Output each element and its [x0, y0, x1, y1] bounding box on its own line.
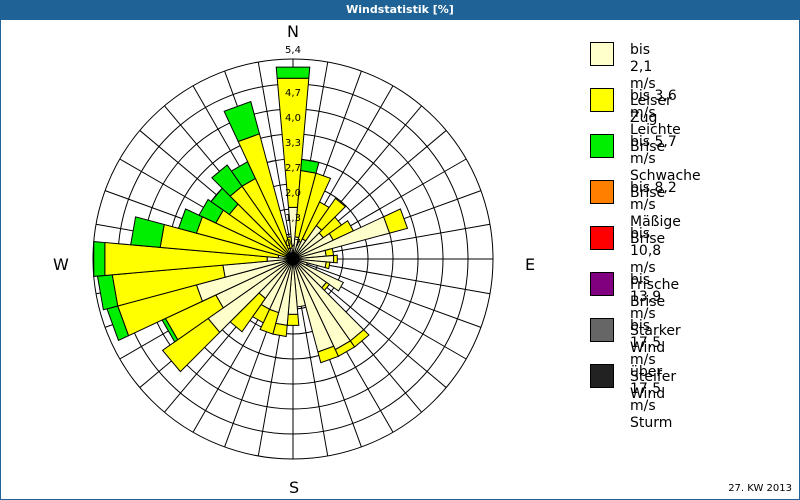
legend-label: Sturm: [630, 415, 673, 431]
ring-label: 3,3: [285, 138, 301, 149]
petal-segment: [317, 345, 340, 364]
legend-label: Steifer Wind: [630, 369, 677, 402]
petal-segment: [223, 100, 261, 143]
ring-label: 4,0: [285, 113, 301, 124]
petal-segment: [211, 164, 243, 197]
legend-label: Leiser Zug: [630, 93, 672, 126]
chart-title: Windstatistik [%]: [0, 0, 800, 20]
legend-swatch: [590, 272, 614, 296]
ring-label: 0,7: [285, 238, 301, 249]
legend-swatch: [590, 134, 614, 158]
legend-range: über 17,5 m/s: [630, 364, 663, 414]
legend-swatch: [590, 226, 614, 250]
legend-label: Schwache Brise: [630, 168, 701, 201]
legend-range: bis 17,5 m/s: [630, 318, 662, 368]
legend-swatch: [590, 42, 614, 66]
compass-south-label: S: [289, 478, 300, 497]
petal-segment: [286, 236, 293, 249]
legend-range: bis 5,7 m/s: [630, 134, 677, 167]
legend-range: bis 10,8 m/s: [630, 226, 662, 276]
legend-swatch: [590, 180, 614, 204]
petal-segment: [259, 308, 280, 335]
legend-swatch: [590, 364, 614, 388]
ring-label: 2,7: [285, 163, 301, 174]
legend-range: bis 13,9 m/s: [630, 272, 662, 322]
ring-label: 4,7: [285, 88, 301, 99]
period-label: 27. KW 2013: [728, 483, 792, 494]
legend-range: bis 2,1 m/s: [630, 42, 656, 92]
legend-range: bis 3,6 m/s: [630, 88, 677, 121]
petal-segment: [324, 261, 331, 270]
petal-segment: [130, 216, 165, 248]
petal-segment: [333, 254, 338, 264]
compass-east-label: E: [525, 255, 536, 274]
compass-north-label: N: [287, 22, 299, 41]
petal-segment: [275, 66, 311, 79]
legend-swatch: [590, 88, 614, 112]
petal-segment: [315, 197, 347, 231]
petal-segment: [286, 313, 300, 326]
legend-label: Starker Wind: [630, 323, 681, 356]
petal-segment: [383, 208, 409, 234]
legend-label: Leichte Brise: [630, 122, 681, 155]
petal-segment: [161, 317, 221, 373]
legend-label: Frische Brise: [630, 277, 680, 310]
petal-segment: [177, 208, 203, 234]
ring-label: 2,0: [285, 188, 301, 199]
ring-label: 5,4: [285, 45, 301, 56]
legend-range: bis 8,2 m/s: [630, 180, 677, 213]
petal-segment: [198, 198, 224, 224]
compass-west-label: W: [53, 255, 69, 274]
petal-segment: [93, 241, 106, 277]
petal-segment: [297, 172, 332, 243]
ring-label: 1,3: [285, 213, 301, 224]
wind-rose-chart: 0,7 1,3 2,0 2,7 3,3 4,0 4,7 5,4: [92, 45, 494, 460]
legend-label: Mäßige Brise: [630, 214, 681, 247]
petal-segment: [300, 158, 320, 174]
petal-segment: [324, 247, 335, 257]
legend-swatch: [590, 318, 614, 342]
